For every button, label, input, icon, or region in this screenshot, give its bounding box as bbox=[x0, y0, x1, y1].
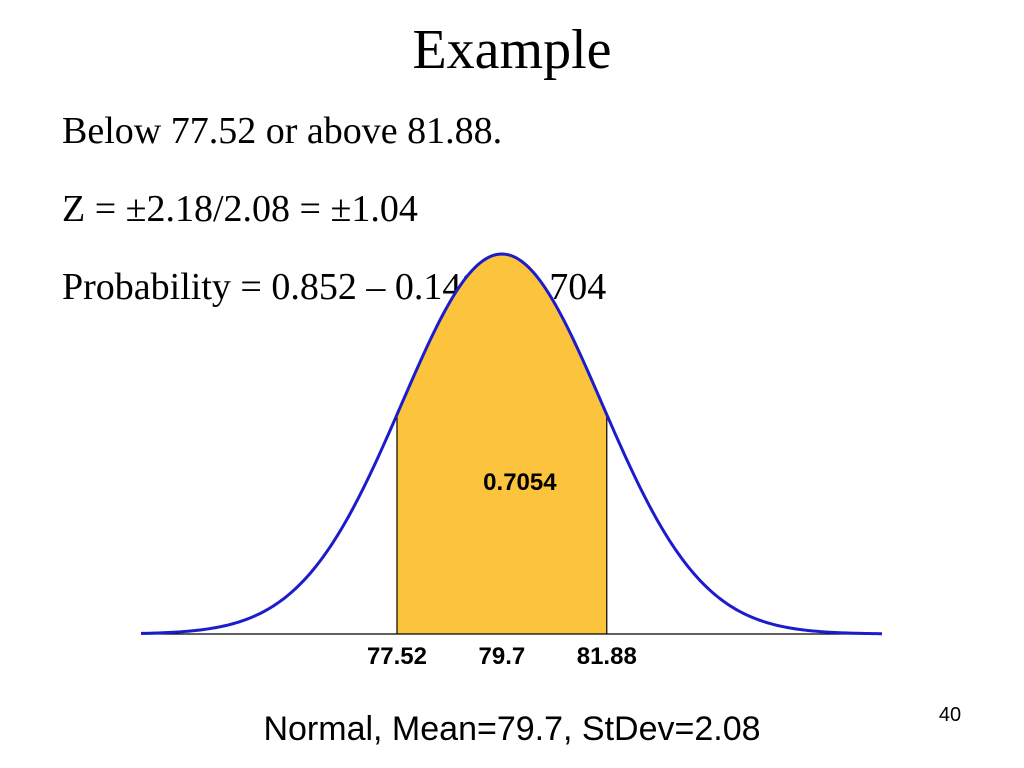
chart-caption: Normal, Mean=79.7, StDev=2.08 bbox=[263, 710, 761, 748]
page-number: 40 bbox=[938, 704, 962, 726]
line-range: Below 77.52 or above 81.88. bbox=[62, 110, 503, 152]
shaded-area-label: 0.7054 bbox=[483, 469, 557, 496]
line-probability: Probability = 0.852 – 0.148 = 0.704 bbox=[62, 266, 607, 308]
x-tick-labels: 77.52 79.7 81.88 bbox=[367, 643, 637, 670]
density-curve bbox=[140, 252, 883, 636]
shaded-area bbox=[396, 254, 607, 634]
line-z-score: Z = ±2.18/2.08 = ±1.04 bbox=[62, 188, 418, 230]
x-tick-label: 77.52 bbox=[367, 643, 427, 670]
x-tick-label: 81.88 bbox=[577, 643, 637, 670]
x-tick-label: 79.7 bbox=[479, 643, 526, 670]
slide-title: Example bbox=[412, 19, 612, 81]
